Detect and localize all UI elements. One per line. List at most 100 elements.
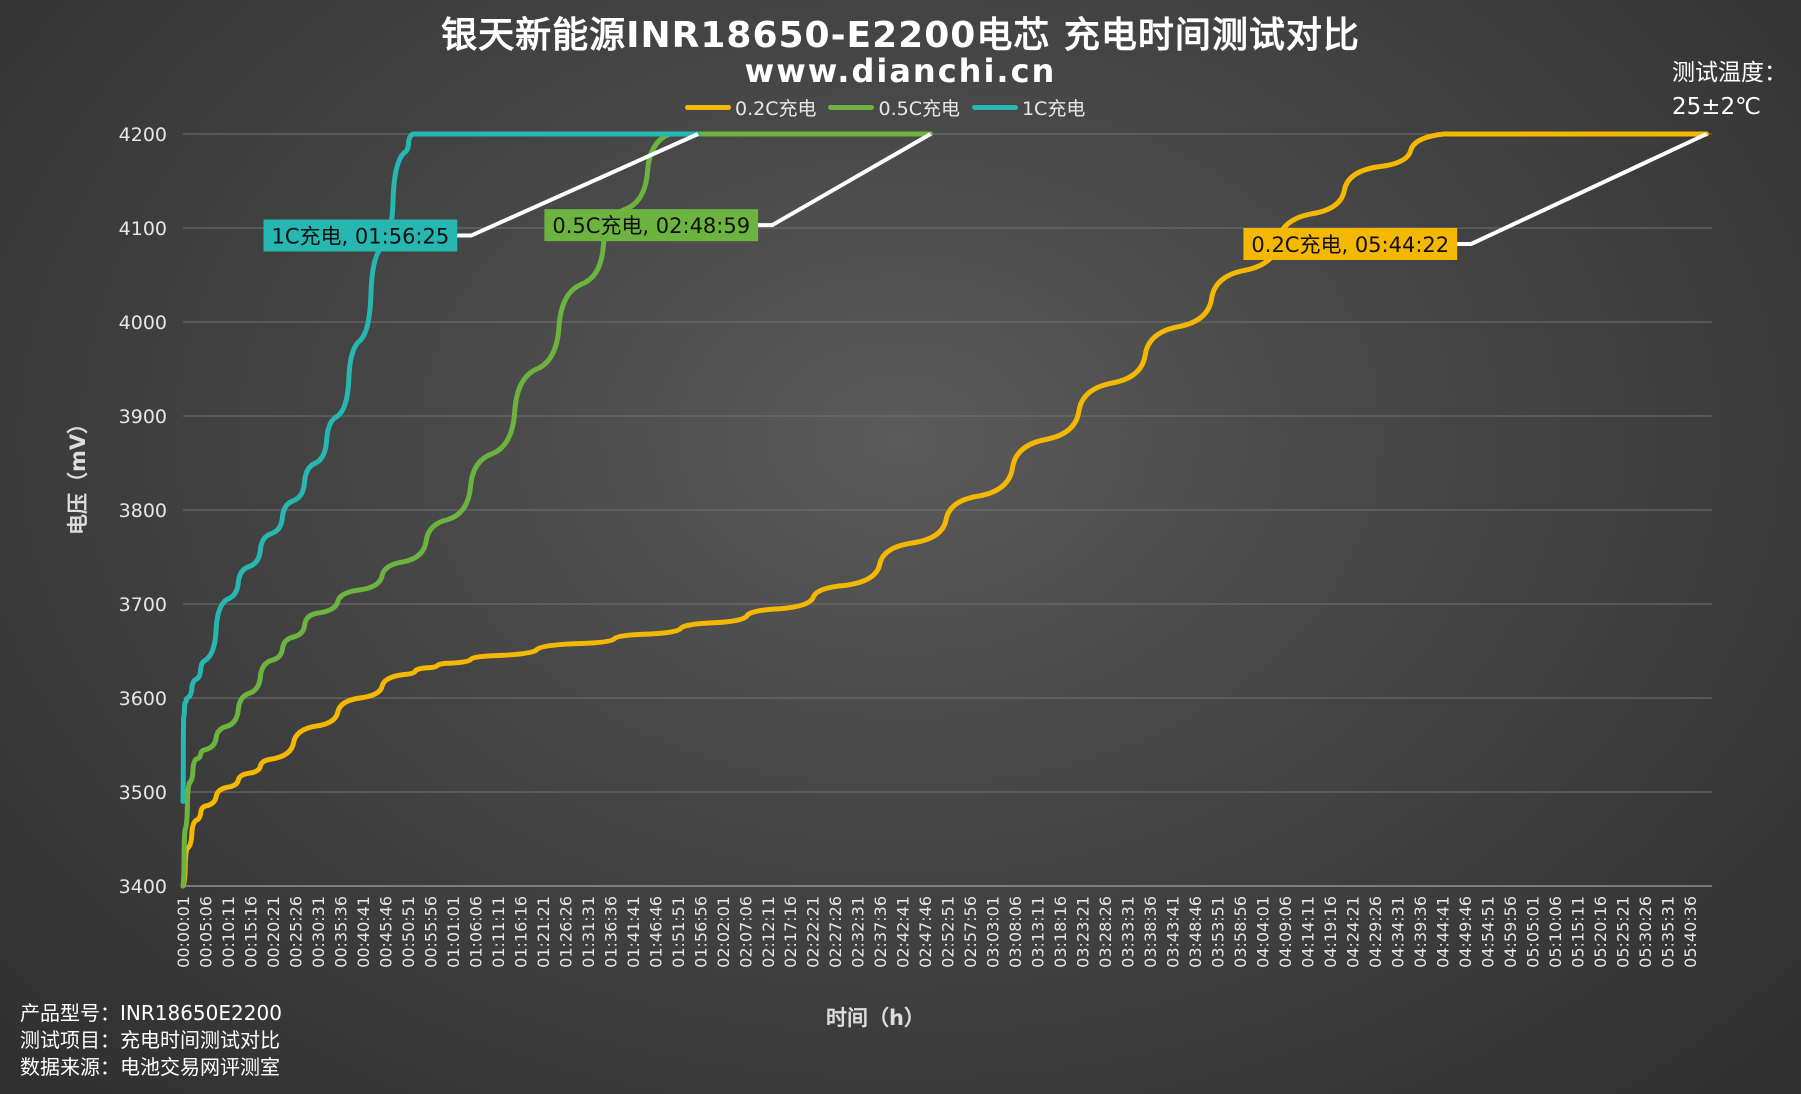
- x-tick-label: 02:42:41: [894, 896, 913, 968]
- legend-swatch-0.2C: [685, 105, 731, 110]
- x-tick-label: 00:00:01: [174, 896, 193, 968]
- legend-label-0.5C: 0.5C充电: [878, 98, 960, 120]
- x-tick-label: 02:22:21: [804, 896, 823, 968]
- x-tick-label: 02:17:16: [781, 896, 800, 968]
- y-tick-label: 3600: [119, 688, 167, 710]
- x-tick-label: 00:20:21: [264, 896, 283, 968]
- x-tick-label: 00:05:06: [196, 896, 215, 968]
- y-tick-label: 3400: [119, 876, 167, 898]
- x-tick-label: 00:25:26: [286, 896, 305, 968]
- x-tick-label: 01:06:06: [466, 896, 485, 968]
- x-tick-label: 04:14:11: [1299, 896, 1318, 968]
- x-tick-label: 05:15:11: [1568, 896, 1587, 968]
- x-tick-label: 03:58:56: [1231, 896, 1250, 968]
- x-tick-label: 05:05:01: [1523, 896, 1542, 968]
- x-tick-label: 02:12:11: [759, 896, 778, 968]
- y-axis-ticks: 3400 3500 3600 3700 3800 3900 4000 4100 4200: [119, 124, 167, 898]
- x-tick-label: 04:09:06: [1276, 896, 1295, 968]
- legend-label-1C: 1C充电: [1021, 98, 1086, 120]
- legend-item-0.5C: 0.5C充电: [828, 94, 960, 121]
- x-tick-label: 01:36:36: [601, 896, 620, 968]
- annotation-box-0.2C: [1243, 227, 1458, 260]
- series-line-0.5C: [180, 131, 934, 889]
- legend-swatch-0.5C: [828, 105, 875, 110]
- x-tick-label: 01:21:21: [534, 896, 553, 968]
- x-tick-label: 03:33:31: [1119, 896, 1138, 968]
- x-tick-label: 02:37:36: [871, 896, 890, 968]
- x-tick-label: 03:13:11: [1029, 896, 1048, 968]
- x-axis-label: 时间（h）: [826, 1006, 925, 1030]
- y-axis-label: 电压（mV）: [66, 412, 90, 535]
- annotation-label-1C: 1C充电, 01:56:25: [272, 225, 450, 249]
- x-tick-label: 03:23:21: [1074, 896, 1093, 968]
- footer-data-source: 数据来源：电池交易网评测室: [20, 1055, 280, 1079]
- x-tick-label: 02:47:46: [916, 896, 935, 968]
- x-tick-label: 04:34:31: [1388, 896, 1407, 968]
- x-tick-label: 05:10:06: [1546, 896, 1565, 968]
- x-tick-label: 02:57:56: [961, 896, 980, 968]
- x-tick-label: 05:40:36: [1681, 896, 1700, 968]
- chart-subtitle: www.dianchi.cn: [744, 52, 1057, 90]
- x-tick-label: 03:28:26: [1096, 896, 1115, 968]
- x-tick-label: 04:24:21: [1344, 896, 1363, 968]
- x-tick-label: 02:27:26: [826, 896, 845, 968]
- x-tick-label: 01:51:51: [669, 896, 688, 968]
- x-tick-label: 02:07:06: [736, 896, 755, 968]
- annotation-layer: 1C充电, 01:56:25 0.5C充电, 02:48:59 0.2C充电, 05…: [263, 132, 1708, 260]
- x-tick-label: 05:30:26: [1636, 896, 1655, 968]
- x-tick-label: 04:59:56: [1501, 896, 1520, 968]
- annotation-box-0.5C: [544, 209, 759, 242]
- x-tick-label: 01:46:46: [646, 896, 665, 968]
- temperature-label: 测试温度：: [1672, 60, 1787, 86]
- x-tick-label: 04:19:16: [1321, 896, 1340, 968]
- annotation-leader-0.2C: [1457, 132, 1708, 246]
- test-temperature: 测试温度： 25±2℃: [1672, 56, 1787, 124]
- x-tick-label: 04:04:01: [1254, 896, 1273, 968]
- x-tick-label: 00:55:56: [421, 896, 440, 968]
- x-tick-label: 00:45:46: [376, 896, 395, 968]
- x-tick-label: 00:15:16: [241, 896, 260, 968]
- annotation-label-0.2C: 0.2C充电, 05:44:22: [1251, 233, 1449, 257]
- legend-swatch-1C: [971, 105, 1018, 110]
- x-tick-label: 03:43:41: [1164, 896, 1183, 968]
- y-tick-label: 4100: [119, 218, 167, 240]
- x-tick-label: 02:52:51: [939, 896, 958, 968]
- footer-product-model: 产品型号：INR18650E2200: [20, 1001, 282, 1025]
- x-tick-label: 01:16:16: [511, 896, 530, 968]
- x-tick-label: 01:11:11: [489, 896, 508, 968]
- x-tick-label: 03:48:46: [1186, 896, 1205, 968]
- x-tick-label: 05:25:21: [1613, 896, 1632, 968]
- x-tick-label: 04:49:46: [1456, 896, 1475, 968]
- y-tick-label: 3500: [119, 782, 167, 804]
- series-line-1C: [180, 131, 701, 804]
- x-tick-label: 00:30:31: [309, 896, 328, 968]
- legend-item-1C: 1C充电: [971, 94, 1086, 121]
- chart-legend: 0.2C充电 0.5C充电 1C充电: [685, 94, 1091, 121]
- annotation-leader-0.5C: [758, 132, 932, 228]
- x-tick-label: 01:56:56: [691, 896, 710, 968]
- x-tick-label: 05:35:31: [1658, 896, 1677, 968]
- x-tick-label: 00:50:51: [399, 896, 418, 968]
- x-tick-label: 04:44:41: [1433, 896, 1452, 968]
- x-tick-label: 00:35:36: [331, 896, 350, 968]
- x-tick-label: 03:03:01: [984, 896, 1003, 968]
- footer-info: 产品型号：INR18650E2200 测试项目：充电时间测试对比 数据来源：电池…: [20, 1000, 282, 1081]
- x-tick-label: 00:10:11: [219, 896, 238, 968]
- x-tick-label: 02:02:01: [714, 896, 733, 968]
- y-tick-label: 3900: [119, 406, 167, 428]
- x-tick-label: 01:41:41: [624, 896, 643, 968]
- x-tick-label: 04:39:36: [1411, 896, 1430, 968]
- x-tick-label: 03:53:51: [1209, 896, 1228, 968]
- annotation-leader-1C: [457, 132, 699, 238]
- y-tick-label: 4000: [119, 312, 167, 334]
- x-axis-ticks: 00:00:01 00:05:06 00:10:11 00:15:16 00:20:21…: [174, 896, 1700, 968]
- x-tick-label: 03:38:36: [1141, 896, 1160, 968]
- x-tick-label: 03:08:06: [1006, 896, 1025, 968]
- footer-test-item: 测试项目：充电时间测试对比: [20, 1028, 280, 1052]
- annotation-label-0.5C: 0.5C充电, 02:48:59: [552, 214, 750, 238]
- x-tick-label: 00:40:41: [354, 896, 373, 968]
- x-tick-label: 04:54:51: [1478, 896, 1497, 968]
- x-tick-label: 04:29:26: [1366, 896, 1385, 968]
- x-tick-label: 03:18:16: [1051, 896, 1070, 968]
